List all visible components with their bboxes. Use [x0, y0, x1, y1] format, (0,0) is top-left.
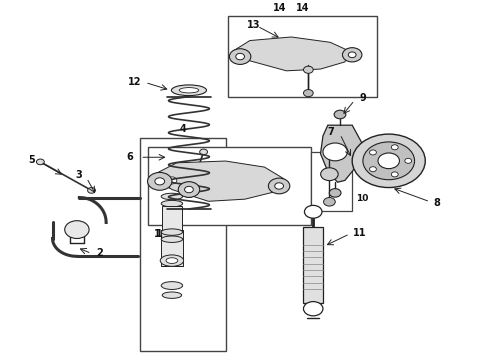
Polygon shape [152, 161, 284, 201]
Circle shape [343, 48, 362, 62]
Circle shape [147, 172, 172, 190]
Circle shape [392, 172, 398, 177]
Text: 1: 1 [154, 229, 161, 239]
Circle shape [275, 183, 284, 189]
Text: 5: 5 [28, 156, 34, 166]
Circle shape [369, 167, 376, 172]
Text: 7: 7 [327, 127, 334, 136]
Circle shape [304, 205, 322, 218]
Circle shape [320, 168, 338, 181]
Circle shape [65, 221, 89, 239]
Ellipse shape [162, 292, 182, 298]
Circle shape [303, 66, 313, 73]
Text: 2: 2 [97, 248, 103, 258]
Text: 3: 3 [75, 170, 82, 180]
Bar [162, 206, 182, 230]
Circle shape [369, 150, 376, 155]
Ellipse shape [161, 282, 183, 289]
Ellipse shape [161, 236, 183, 242]
Text: 10: 10 [356, 194, 368, 203]
Circle shape [200, 149, 207, 155]
Text: 12: 12 [128, 77, 141, 87]
Circle shape [229, 49, 251, 64]
Ellipse shape [161, 229, 183, 235]
Circle shape [36, 159, 44, 165]
Circle shape [88, 188, 96, 193]
Circle shape [269, 178, 290, 194]
Text: 11: 11 [353, 228, 367, 238]
Text: 13: 13 [247, 19, 261, 30]
Bar [161, 230, 183, 266]
Text: 14: 14 [295, 3, 309, 13]
Text: 6: 6 [126, 152, 133, 162]
Circle shape [363, 142, 415, 180]
Circle shape [392, 145, 398, 150]
Circle shape [303, 302, 323, 316]
Circle shape [303, 90, 313, 97]
Bar [147, 147, 311, 225]
Circle shape [236, 53, 245, 60]
Text: 8: 8 [434, 198, 441, 208]
Text: 14: 14 [273, 3, 287, 13]
Circle shape [323, 143, 347, 161]
Bar [140, 138, 225, 351]
Ellipse shape [166, 258, 178, 264]
Circle shape [352, 134, 425, 188]
Text: 4: 4 [179, 124, 186, 134]
Circle shape [348, 52, 356, 58]
Circle shape [161, 172, 183, 188]
Circle shape [334, 110, 346, 119]
Circle shape [405, 158, 412, 163]
Circle shape [329, 189, 341, 197]
Bar [311, 152, 352, 211]
Ellipse shape [161, 193, 183, 200]
Circle shape [378, 153, 399, 169]
Text: 9: 9 [360, 94, 366, 103]
Ellipse shape [172, 85, 206, 96]
Circle shape [178, 182, 200, 197]
Circle shape [167, 177, 177, 184]
Polygon shape [233, 37, 350, 71]
Ellipse shape [179, 87, 199, 93]
Circle shape [185, 186, 194, 193]
Ellipse shape [161, 201, 183, 207]
Polygon shape [320, 125, 362, 182]
Circle shape [155, 178, 165, 185]
Circle shape [185, 192, 193, 198]
Bar [228, 17, 376, 97]
Text: 1: 1 [156, 229, 163, 239]
Ellipse shape [160, 255, 184, 266]
Circle shape [323, 198, 335, 206]
Bar [303, 227, 323, 303]
